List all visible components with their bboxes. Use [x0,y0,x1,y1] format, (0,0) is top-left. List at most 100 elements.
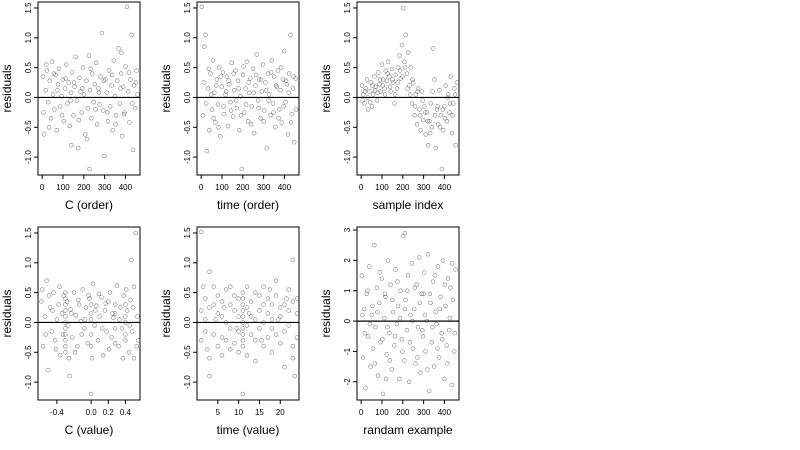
data-point [253,83,258,88]
data-point [385,71,390,76]
data-point [104,329,109,334]
data-point [236,86,241,91]
data-point [236,314,241,319]
data-point [109,83,114,88]
data-point [87,166,92,172]
data-point [390,309,396,315]
data-point [78,319,84,324]
data-point [65,323,71,328]
x-tick-label: 0 [359,183,364,192]
data-point [59,94,64,99]
data-point [367,99,373,105]
data-point [419,291,424,296]
data-point [68,90,74,95]
data-point [56,66,62,72]
data-point [71,290,77,295]
data-point [389,66,395,72]
data-point [228,99,233,105]
data-point [202,44,207,49]
data-point [362,331,368,336]
data-point [388,89,393,94]
data-point [240,72,246,78]
data-point [201,80,206,85]
data-point [286,323,291,328]
data-point [126,70,132,75]
data-point [240,391,246,397]
data-point [374,285,379,290]
data-point [232,341,237,346]
data-point [261,344,266,349]
data-point [417,107,422,112]
data-point [63,314,68,319]
data-point [427,388,432,394]
y-tick-label: -1.0 [24,150,33,164]
data-point [76,302,82,307]
data-point [204,148,210,154]
data-point [244,284,250,289]
y-tick-label: -2 [343,378,352,386]
data-point [276,116,281,121]
data-point [107,104,113,109]
data-point [290,356,295,361]
data-point [403,32,408,37]
data-point [207,269,212,274]
data-point [392,343,397,348]
data-point [102,308,108,313]
data-point [423,132,428,137]
data-point [412,104,418,109]
data-point [39,299,44,304]
data-point [223,338,229,343]
data-point [106,299,111,304]
data-point [432,77,437,82]
data-point [362,89,368,94]
data-point [418,128,423,133]
data-point [215,344,221,349]
data-point [76,117,82,123]
y-tick-label: 1.5 [24,227,33,239]
data-point [442,282,447,287]
data-point [40,74,46,79]
y-tick-label: 0.0 [183,91,192,103]
data-point [98,74,103,79]
data-point [406,50,411,55]
data-point [401,5,406,11]
data-point [437,306,442,312]
data-point [373,325,378,330]
data-point [264,146,269,151]
data-point [377,300,382,306]
data-point [47,305,53,310]
data-point [236,296,241,301]
x-axis-title: sample index [373,198,444,212]
data-point [273,293,279,298]
data-point [64,62,69,67]
data-point [294,296,300,301]
data-point [133,230,138,236]
data-point [232,88,237,93]
data-point [57,284,62,289]
data-point [411,80,416,85]
data-point [291,74,296,79]
x-tick-label: 0 [199,183,204,192]
data-point [83,132,88,137]
data-point [221,305,227,310]
data-point [453,267,458,272]
y-tick-label: 0.0 [24,316,33,328]
data-point [289,111,294,117]
x-tick-label: 15 [255,408,264,417]
y-axis-title: residuals [0,64,14,112]
data-point [69,311,74,316]
data-point [420,328,425,333]
x-tick-label: 200 [77,183,91,192]
data-point [207,305,212,310]
data-point [400,349,405,354]
y-tick-label: -1.0 [183,150,192,164]
y-axis-title: residuals [319,289,333,337]
data-point [86,293,91,298]
x-tick-label: -0.4 [50,408,64,417]
data-point [214,83,219,88]
data-point [369,312,374,318]
data-point [121,111,127,117]
data-point [259,338,264,343]
data-point [367,264,372,269]
